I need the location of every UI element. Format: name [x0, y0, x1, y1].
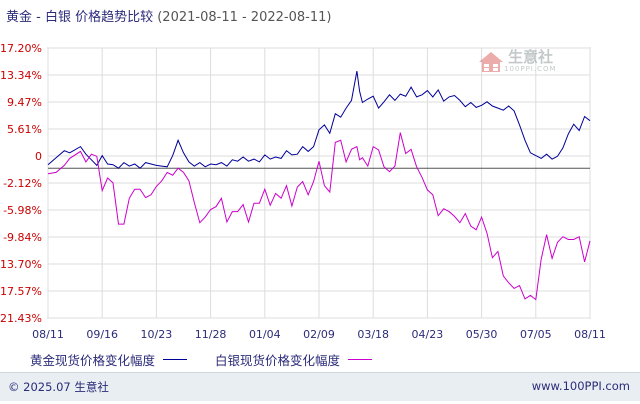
- legend-label-gold: 黄金现货价格变化幅度: [30, 353, 156, 368]
- footer-copyright: © 2025.07 生意社: [8, 380, 109, 394]
- legend-label-silver: 白银现货价格变化幅度: [215, 353, 341, 368]
- x-tick-label: 11/28: [195, 328, 227, 341]
- watermark-name: 生意社: [508, 48, 554, 66]
- y-tick-label: 5.61%: [7, 123, 42, 136]
- chart-title: 黄金 - 白银 价格趋势比较 (2021-08-11 - 2022-08-11): [6, 6, 331, 25]
- silver-series-line: [47, 132, 591, 301]
- y-tick-label: 13.34%: [0, 69, 42, 82]
- x-tick-label: 05/30: [466, 328, 498, 341]
- x-tick-label: 02/09: [303, 328, 335, 341]
- chart-legend: 黄金现货价格变化幅度 白银现货价格变化幅度: [30, 350, 400, 369]
- x-tick-label: 04/23: [412, 328, 444, 341]
- x-tick-label: 08/11: [574, 328, 606, 341]
- watermark: 生意社 100PPI.COM: [478, 50, 557, 73]
- y-tick-label: -5.98%: [3, 204, 42, 217]
- chart-date-range: (2021-08-11 - 2022-08-11): [157, 10, 332, 25]
- x-tick-label: 09/16: [86, 328, 118, 341]
- y-tick-label: -21.43%: [0, 312, 42, 325]
- house-logo-icon: [479, 51, 503, 72]
- x-tick-label: 08/11: [32, 328, 64, 341]
- x-tick-label: 07/05: [520, 328, 552, 341]
- x-tick-label: 01/04: [249, 328, 281, 341]
- y-tick-label: 9.47%: [7, 96, 42, 109]
- y-tick-label: -13.70%: [0, 258, 42, 271]
- footer-site-link[interactable]: www.100PPI.com: [531, 379, 630, 393]
- x-tick-label: 10/23: [141, 328, 173, 341]
- y-tick-label: -2.12%: [3, 177, 42, 190]
- legend-swatch-gold: [163, 359, 188, 360]
- y-tick-label: -9.84%: [3, 231, 42, 244]
- legend-item-silver: 白银现货价格变化幅度: [215, 350, 373, 369]
- watermark-url: 100PPI.COM: [504, 65, 557, 73]
- y-tick-label: -17.57%: [0, 285, 42, 298]
- legend-item-gold: 黄金现货价格变化幅度: [30, 350, 188, 369]
- y-tick-label: 0: [35, 150, 42, 163]
- footer-bar: © 2025.07 生意社 www.100PPI.com: [0, 372, 640, 401]
- y-tick-label: 17.20%: [0, 42, 42, 55]
- legend-swatch-silver: [348, 359, 373, 360]
- gold-series-line: [47, 71, 591, 169]
- chart-title-text: 黄金 - 白银 价格趋势比较: [6, 10, 154, 25]
- x-tick-label: 03/18: [357, 328, 389, 341]
